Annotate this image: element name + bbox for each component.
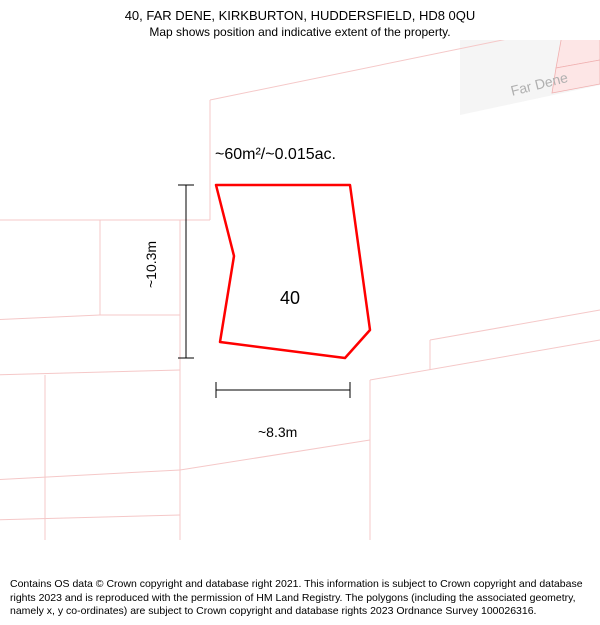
map-document: 40, FAR DENE, KIRKBURTON, HUDDERSFIELD, … [0, 0, 600, 625]
address-title: 40, FAR DENE, KIRKBURTON, HUDDERSFIELD, … [0, 8, 600, 23]
header: 40, FAR DENE, KIRKBURTON, HUDDERSFIELD, … [0, 8, 600, 39]
plot-number: 40 [280, 288, 300, 309]
map-subtitle: Map shows position and indicative extent… [0, 25, 600, 39]
map-area: Far Dene ~60m²/~0.015ac. 40 ~10.3m ~8.3m [0, 40, 600, 540]
copyright-footer: Contains OS data © Crown copyright and d… [10, 578, 590, 619]
area-label: ~60m²/~0.015ac. [215, 146, 336, 164]
dimension-height-label: ~10.3m [143, 241, 159, 288]
dimension-width-label: ~8.3m [258, 424, 297, 440]
